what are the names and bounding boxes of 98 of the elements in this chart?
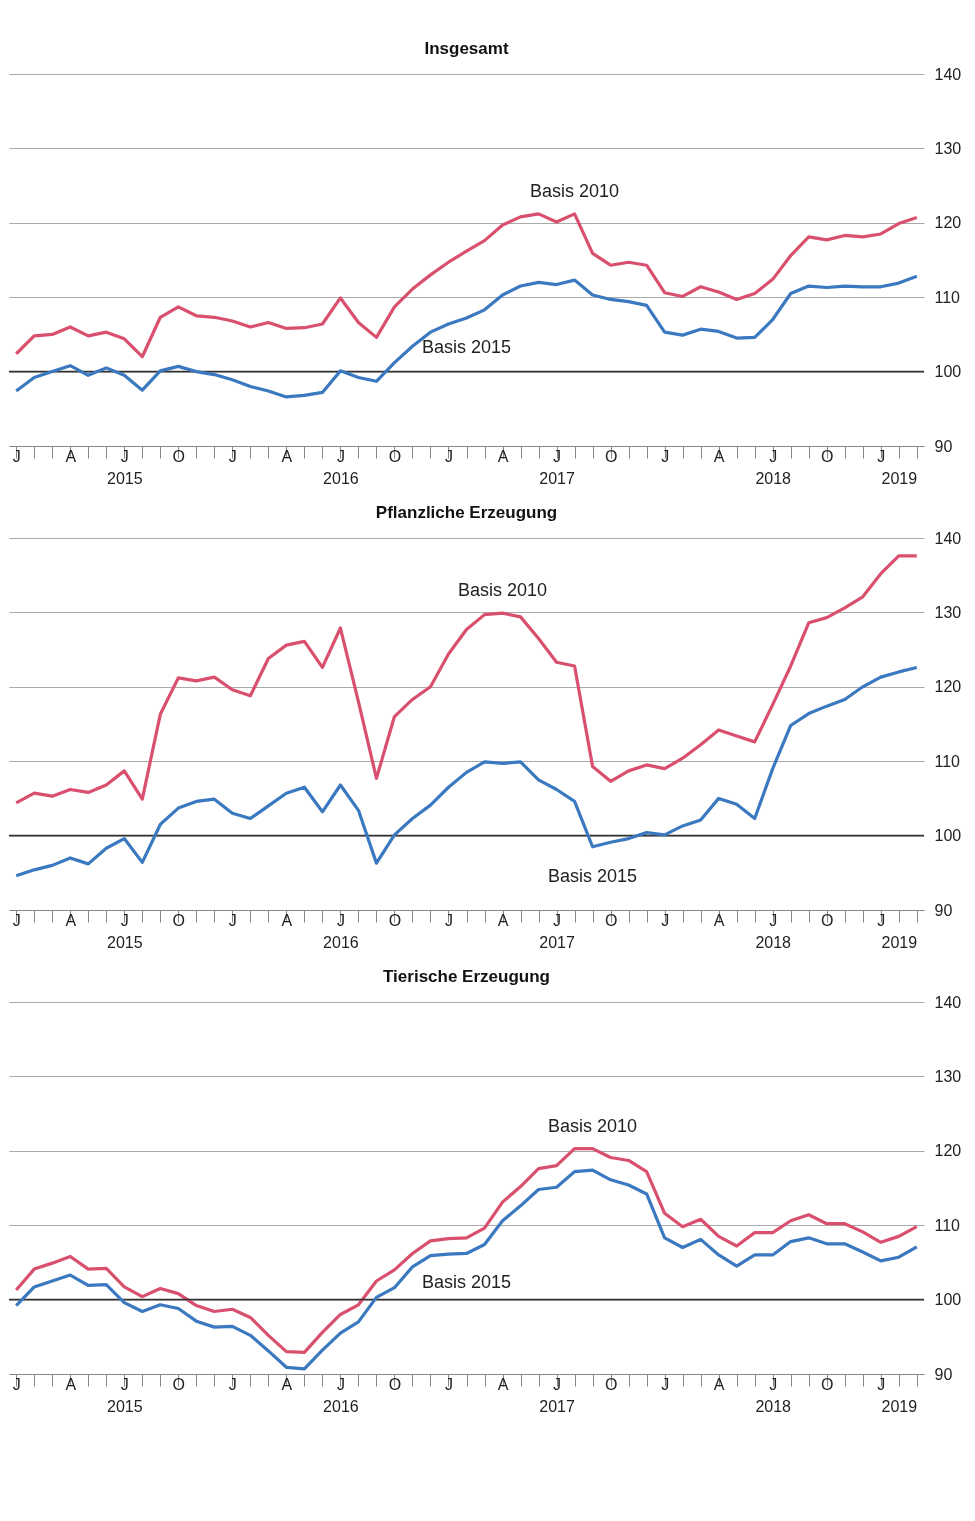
text: 2019 bbox=[881, 1397, 918, 1415]
y-tick-label: 100 bbox=[934, 363, 962, 381]
y-tick-label: 140 bbox=[934, 529, 962, 547]
x-tick-label: A bbox=[281, 1375, 293, 1393]
x-tick-label: O bbox=[821, 911, 834, 929]
x-tick-label: A bbox=[497, 911, 509, 929]
y-tick-label: 130 bbox=[934, 139, 962, 157]
x-tick-label: J bbox=[877, 1375, 886, 1393]
text: 2015 bbox=[106, 1397, 143, 1415]
text: 2015 bbox=[106, 933, 143, 951]
y-tick-label: 90 bbox=[934, 901, 953, 919]
y-tick-label: 100 bbox=[934, 827, 962, 845]
line-series bbox=[14, 274, 919, 399]
series-label: Basis 2015 bbox=[421, 1272, 512, 1293]
series-label: Basis 2010 bbox=[548, 1115, 638, 1136]
x-tick-label: O bbox=[388, 447, 402, 465]
x-tick-label: J bbox=[228, 911, 237, 929]
x-tick-label: J bbox=[120, 911, 129, 929]
y-tick-label: 120 bbox=[934, 1142, 962, 1160]
y-tick-label: 90 bbox=[934, 1365, 953, 1383]
line-series bbox=[14, 1146, 919, 1355]
x-tick-label: A bbox=[497, 447, 509, 465]
x-tick-label: J bbox=[12, 1375, 21, 1393]
x-tick-label: O bbox=[388, 1375, 402, 1393]
y-tick-label: 120 bbox=[934, 214, 962, 232]
x-tick-label: A bbox=[65, 1375, 77, 1393]
x-tick-label: J bbox=[336, 911, 345, 929]
text: 2015 bbox=[106, 469, 143, 487]
x-tick-label: J bbox=[12, 447, 21, 465]
x-tick-label: O bbox=[604, 447, 618, 465]
y-tick-label: 140 bbox=[934, 993, 962, 1011]
x-tick-label: A bbox=[65, 911, 77, 929]
x-tick-label: J bbox=[120, 447, 129, 465]
x-tick-label: J bbox=[553, 1375, 562, 1393]
text: 2018 bbox=[755, 1397, 792, 1415]
series-label: Basis 2010 bbox=[457, 580, 548, 601]
line-series bbox=[14, 212, 919, 359]
text: 2016 bbox=[323, 933, 359, 951]
x-tick-label: J bbox=[12, 911, 21, 929]
y-tick-label: 140 bbox=[934, 65, 962, 83]
series-label: Basis 2015 bbox=[548, 865, 638, 886]
text: 2017 bbox=[539, 469, 575, 487]
x-tick-label: J bbox=[769, 447, 778, 465]
text: 2016 bbox=[323, 1397, 359, 1415]
y-tick-label: 110 bbox=[934, 1216, 961, 1234]
x-tick-label: O bbox=[821, 1375, 834, 1393]
text: 2019 bbox=[881, 469, 918, 487]
x-tick-label: J bbox=[553, 911, 562, 929]
x-tick-label: J bbox=[877, 447, 886, 465]
x-tick-label: J bbox=[769, 911, 778, 929]
x-tick-label: A bbox=[713, 1375, 725, 1393]
x-tick-label: J bbox=[444, 911, 453, 929]
x-tick-label: J bbox=[661, 911, 670, 929]
x-tick-label: J bbox=[769, 1375, 778, 1393]
x-tick-label: J bbox=[553, 447, 562, 465]
x-tick-label: J bbox=[120, 1375, 129, 1393]
y-tick-label: 100 bbox=[934, 1291, 962, 1309]
x-tick-label: J bbox=[336, 447, 345, 465]
x-tick-label: O bbox=[172, 911, 186, 929]
x-tick-label: J bbox=[444, 447, 453, 465]
text: 2018 bbox=[755, 933, 792, 951]
series-label: Basis 2010 bbox=[530, 180, 620, 201]
x-tick-label: A bbox=[497, 1375, 509, 1393]
text: 2019 bbox=[881, 933, 918, 951]
x-tick-label: J bbox=[661, 1375, 670, 1393]
y-tick-label: 120 bbox=[934, 678, 962, 696]
x-tick-label: J bbox=[661, 447, 670, 465]
x-tick-label: O bbox=[604, 911, 618, 929]
x-tick-label: J bbox=[444, 1375, 453, 1393]
x-tick-label: O bbox=[172, 447, 186, 465]
x-tick-label: J bbox=[336, 1375, 345, 1393]
x-tick-label: J bbox=[228, 1375, 237, 1393]
y-tick-label: 110 bbox=[934, 288, 961, 306]
x-tick-label: A bbox=[281, 911, 293, 929]
series-label: Basis 2015 bbox=[421, 337, 512, 358]
text: 2017 bbox=[539, 933, 575, 951]
x-tick-label: O bbox=[172, 1375, 186, 1393]
text: 2018 bbox=[755, 469, 792, 487]
chart-title: Insgesamt bbox=[424, 39, 509, 58]
line-series bbox=[14, 1168, 919, 1371]
chart-title: Pflanzliche Erzeugung bbox=[375, 503, 558, 522]
y-tick-label: 110 bbox=[934, 752, 961, 770]
y-tick-label: 130 bbox=[934, 603, 962, 621]
text: 2017 bbox=[539, 1397, 575, 1415]
x-tick-label: O bbox=[821, 447, 834, 465]
x-tick-label: A bbox=[65, 447, 77, 465]
text: 2016 bbox=[323, 469, 359, 487]
y-tick-label: 130 bbox=[934, 1067, 962, 1085]
x-tick-label: O bbox=[604, 1375, 618, 1393]
x-tick-label: A bbox=[281, 447, 293, 465]
x-tick-label: J bbox=[877, 911, 886, 929]
x-tick-label: A bbox=[713, 911, 725, 929]
x-tick-label: J bbox=[228, 447, 237, 465]
x-tick-label: O bbox=[388, 911, 402, 929]
x-tick-label: A bbox=[713, 447, 725, 465]
chart-title: Tierische Erzeugung bbox=[383, 967, 550, 986]
y-tick-label: 90 bbox=[934, 437, 953, 455]
line-series bbox=[14, 554, 919, 805]
